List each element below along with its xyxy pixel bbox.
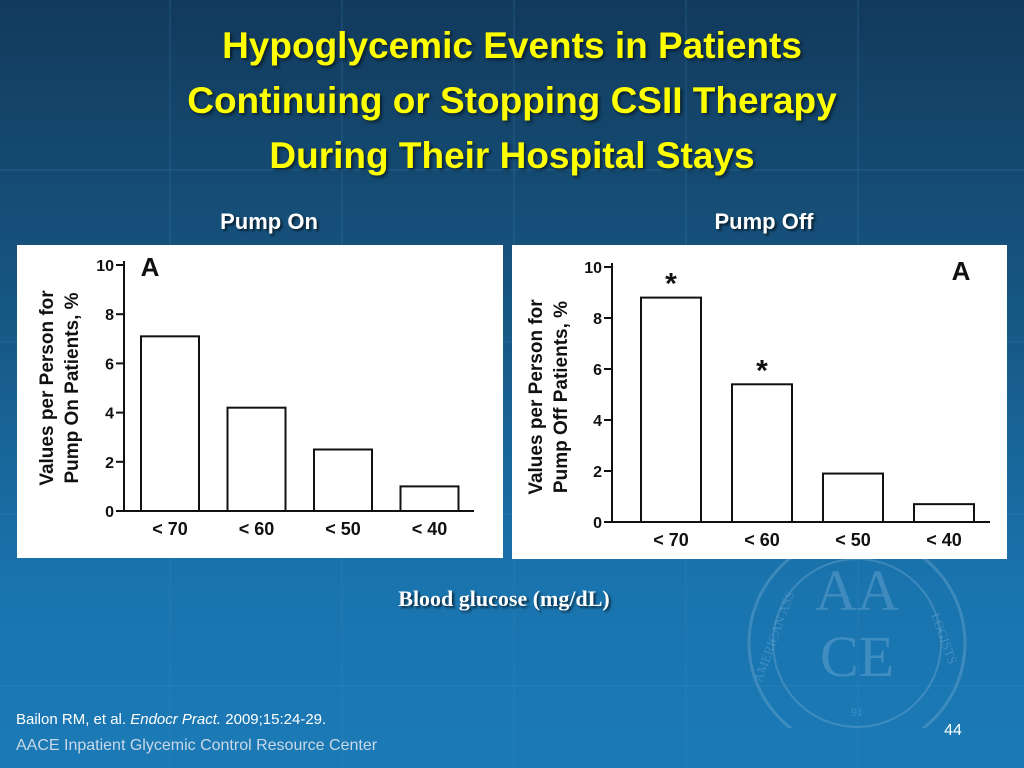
- pump-on-bar-chart: 0 2 4 6 8 10 < 70 < 60 < 50 < 40 A Values per Perso…: [37, 252, 474, 539]
- y-axis-label: Values per Person for Pump On Patients, %: [37, 290, 83, 486]
- citation-journal: Endocr Pract.: [130, 711, 222, 728]
- significance-asterisk: *: [665, 268, 677, 301]
- x-tick-label: < 60: [744, 530, 780, 550]
- svg-text:LOGISTS: LOGISTS: [928, 611, 960, 666]
- bar: [640, 296, 702, 523]
- shared-x-axis-label: Blood glucose (mg/dL): [398, 586, 610, 611]
- bar: [399, 485, 460, 512]
- x-tick-label: < 70: [152, 519, 188, 539]
- citation: Bailon RM, et al. Endocr Pract. 2009;15:…: [16, 711, 326, 728]
- x-tick-label: < 50: [325, 519, 361, 539]
- citation-details: 2009;15:24-29.: [221, 711, 327, 728]
- y-axis-label-line: Pump On Patients, %: [62, 292, 83, 483]
- y-axis-label-line: Values per Person for: [37, 290, 58, 486]
- y-tick-label: 6: [593, 362, 602, 379]
- panel-letter: A: [141, 252, 160, 282]
- bar: [226, 406, 287, 512]
- bar: [822, 472, 884, 524]
- y-tick-label: 4: [105, 406, 114, 423]
- y-tick-label: 10: [584, 260, 602, 277]
- y-axis-label: Values per Person for Pump Off Patients, …: [526, 299, 572, 495]
- pump-off-chart-panel: 0 2 4 6 8 10 < 70 * < 60 * < 50 < 40 A Values per Per…: [512, 245, 1007, 559]
- x-tick-label: < 40: [926, 530, 962, 550]
- pump-off-bar-chart: 0 2 4 6 8 10 < 70 * < 60 * < 50 < 40 A Values per Per…: [526, 256, 990, 550]
- title-line-3: During Their Hospital Stays: [269, 135, 755, 176]
- x-tick-label: < 50: [835, 530, 871, 550]
- y-tick-label: 4: [593, 413, 602, 430]
- panel-letter: A: [952, 256, 971, 286]
- y-tick-label: 0: [105, 504, 114, 521]
- pump-on-panel-title: Pump On: [220, 209, 318, 234]
- y-tick-label: 0: [593, 515, 602, 532]
- bar: [913, 503, 975, 523]
- significance-asterisk: *: [756, 354, 768, 387]
- y-tick-label: 6: [105, 356, 114, 373]
- svg-text:CE: CE: [820, 624, 894, 689]
- x-tick-label: < 60: [239, 519, 275, 539]
- footer-resource-center: AACE Inpatient Glycemic Control Resource…: [16, 737, 378, 754]
- svg-text:AA: AA: [815, 558, 899, 623]
- x-tick-label: < 70: [653, 530, 689, 550]
- y-tick-label: 2: [105, 455, 114, 472]
- citation-authors: Bailon RM, et al.: [16, 711, 131, 728]
- pump-on-chart-panel: 0 2 4 6 8 10 < 70 < 60 < 50 < 40 A Values per Perso…: [17, 245, 503, 558]
- y-tick-label: 2: [593, 464, 602, 481]
- title-line-2: Continuing or Stopping CSII Therapy: [187, 80, 837, 121]
- title-line-1: Hypoglycemic Events in Patients: [222, 25, 802, 66]
- bar: [313, 448, 373, 512]
- aace-seal-logo: AA CE AMERICAN ASS LOGISTS 91: [747, 548, 967, 728]
- page-number: 44: [944, 722, 962, 739]
- bar: [731, 383, 793, 523]
- slide-title: Hypoglycemic Events in Patients Continui…: [0, 18, 1024, 183]
- svg-text:91: 91: [851, 705, 863, 719]
- y-tick-label: 10: [96, 258, 114, 275]
- pump-off-panel-title: Pump Off: [714, 209, 814, 234]
- x-tick-label: < 40: [412, 519, 448, 539]
- y-axis-label-line: Values per Person for: [526, 299, 547, 495]
- y-tick-label: 8: [593, 311, 602, 328]
- bar: [140, 335, 200, 512]
- y-axis-label-line: Pump Off Patients, %: [551, 301, 572, 493]
- y-tick-label: 8: [105, 307, 114, 324]
